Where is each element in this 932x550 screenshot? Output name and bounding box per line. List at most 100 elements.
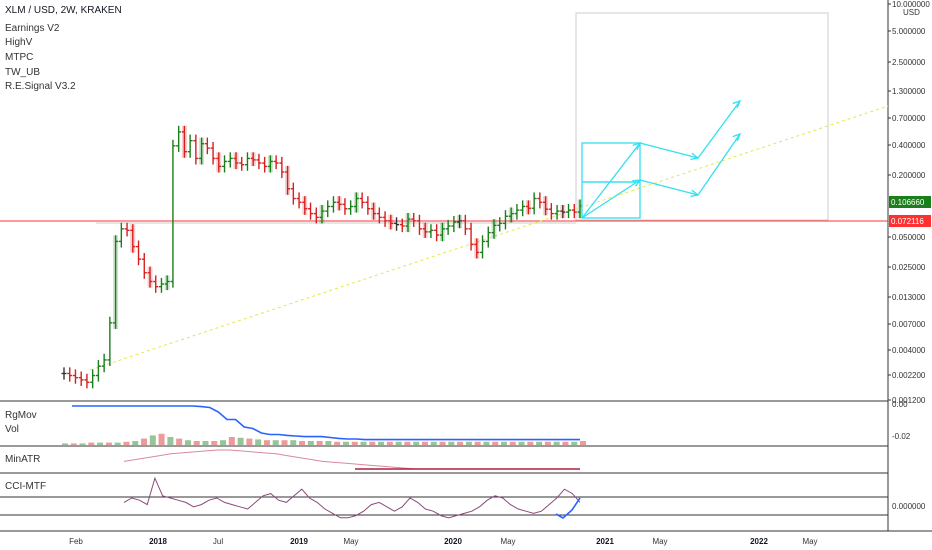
volume-bar [176,438,183,445]
volume-bar [325,441,332,445]
arrow-head [632,141,642,151]
volume-bar [263,440,270,445]
cci-mtf-label[interactable]: CCI-MTF [5,481,47,492]
y-tick-label: 0.004000 [892,346,926,355]
volume-bar [62,443,68,445]
volume-bar [527,441,534,445]
volume-bar [290,440,297,445]
volume-bar [334,441,341,445]
volume-bar [448,441,455,445]
vol-label[interactable]: Vol [5,424,19,435]
signal-shade [577,199,583,219]
projection-arrow [697,100,741,159]
indicator-re-signal[interactable]: R.E.Signal V3.2 [5,81,76,92]
volume-bar [430,441,437,445]
x-tick-label: May [802,537,817,546]
volume-bar [228,437,235,445]
signal-shade [336,196,342,211]
volume-bar [553,441,560,445]
volume-bar [307,441,314,445]
volume-bar [421,441,428,445]
volume-bar [299,441,306,445]
signal-shade [508,207,514,223]
volume-bar [518,441,525,445]
y-tick-label: 0.002200 [892,371,926,380]
signal-shade [113,235,119,329]
rgmov-line [72,405,580,441]
rgmov-tick-label: 0.00 [892,400,908,409]
signal-shade [216,152,222,173]
indicator-highv[interactable]: HighV [5,37,33,48]
signal-shade [267,155,273,173]
volume-bar [193,441,200,445]
y-tick-label: 0.001200 [892,396,926,405]
current-price-badge [889,196,931,208]
x-tick-label: 2019 [290,537,308,546]
rgmov-label[interactable]: RgMov [5,410,37,421]
volume-bar [132,441,139,445]
cci-tick-label: 0.000000 [892,502,926,511]
volume-bar [544,441,551,445]
signal-shade [388,214,394,230]
volume-bar [413,441,420,445]
current-price-label: 0.106660 [891,198,925,207]
volume-bar [386,441,393,445]
indicator-mtpc[interactable]: MTPC [5,52,34,63]
signal-shade [319,204,325,224]
signal-shade [233,152,239,170]
y-tick-label: 5.000000 [892,27,926,36]
signal-shade [302,196,308,215]
projection-arrow [581,179,641,219]
volume-bar [351,441,358,445]
analysis-box [575,12,829,221]
volume-bar [167,437,174,445]
signal-shade [147,266,153,288]
signal-shade [164,275,170,291]
volume-bar [536,441,543,445]
signal-shade [525,200,531,215]
volume-bar [246,438,253,445]
volume-bar [509,441,516,445]
indicator-earnings[interactable]: Earnings V2 [5,23,60,34]
y-tick-label: 1.300000 [892,87,926,96]
volume-bar [369,441,376,445]
volume-bar [255,439,262,445]
volume-bar [562,441,569,445]
signal-shade [491,219,497,239]
volume-bar [281,440,288,445]
y-tick-label: 2.500000 [892,58,926,67]
volume-bar [237,437,244,445]
arrow-head [732,99,742,109]
volume-bar [158,433,165,445]
arrow-head [732,132,742,142]
horizontal-line-price: 0.072116 [891,217,924,226]
signal-shade [130,224,136,253]
volume-bar [342,441,349,445]
signal-shade [405,212,411,233]
symbol-title[interactable]: XLM / USD, 2W, KRAKEN [5,5,122,16]
volume-bar [79,443,86,445]
arrow-head [690,189,700,197]
y-tick-label: 0.400000 [892,141,926,150]
volume-bar [439,441,446,445]
x-tick-label: May [652,537,667,546]
volume-bar [571,441,578,445]
volume-bar [457,441,464,445]
x-tick-label: 2021 [596,537,614,546]
volume-bar [404,441,411,445]
y-tick-label: 0.050000 [892,233,926,242]
signal-shade [285,165,291,195]
arrow-head [690,152,700,160]
minatr-label[interactable]: MinATR [5,454,41,465]
y-tick-label: 10.000000 [892,0,930,9]
x-tick-label: May [500,537,515,546]
rgmov-tick-label: -0.02 [892,432,911,441]
volume-bar [114,442,121,445]
indicator-tw-ub[interactable]: TW_UB [5,67,40,78]
volume-bar [272,440,279,445]
volume-bar [395,441,402,445]
signal-shade [181,125,187,158]
volume-bar [378,441,385,445]
x-tick-label: Jul [213,537,223,546]
